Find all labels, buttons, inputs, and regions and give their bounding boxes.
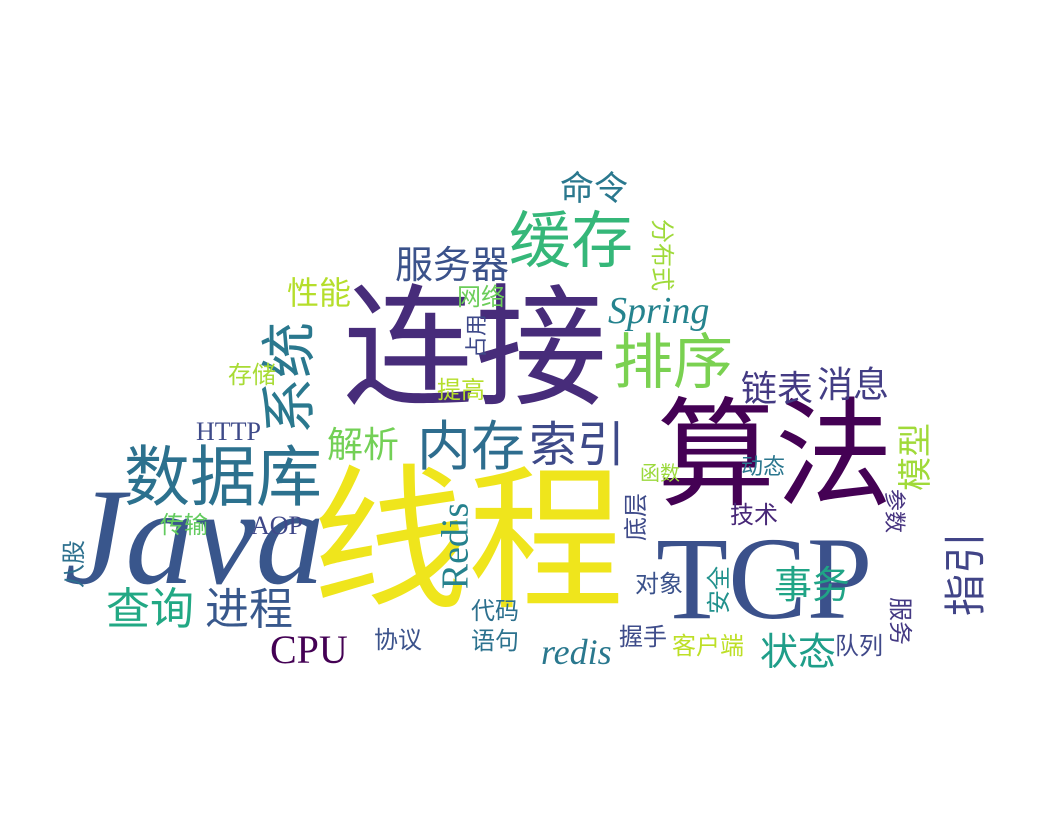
word-canshu: 参数 [881, 488, 907, 534]
word-huancun: 缓存 [509, 204, 634, 277]
word-fuwu: 服务 [886, 597, 914, 645]
word-duilie: 队列 [835, 632, 883, 660]
word-java: Java [64, 460, 325, 613]
word-xiancheng: 线程 [312, 450, 624, 632]
word-fuwuqi: 服务器 [395, 243, 510, 287]
word-anquan: 安全 [705, 566, 733, 614]
word-jishu: 技术 [730, 501, 778, 529]
word-hanshu: 函数 [640, 461, 680, 485]
word-lianbiao: 链表 [741, 369, 814, 410]
word-suoyin: 索引 [529, 417, 626, 473]
word-chaxun: 查询 [106, 584, 194, 635]
word-daima: 代码 [471, 597, 519, 625]
word-cunchu: 存储 [228, 361, 276, 389]
word-redis-vertical: Redis [434, 502, 477, 590]
word-fenbushi: 分布式 [648, 219, 676, 291]
word-jincheng: 进程 [205, 584, 293, 635]
word-jiexi: 解析 [327, 425, 400, 466]
word-shiwu: 事务 [774, 563, 851, 607]
word-duixiang: 对象 [635, 570, 683, 598]
word-wangluo: 网络 [457, 283, 505, 311]
word-xingneng: 性能 [287, 274, 352, 312]
word-lianjie: 连接 [343, 272, 607, 426]
word-suanfa: 算法 [657, 386, 894, 524]
word-kehuduan: 客户端 [672, 632, 744, 660]
word-aop: AOP [251, 511, 304, 540]
word-shujuku: 数据库 [124, 439, 322, 516]
word-http: HTTP [196, 417, 261, 446]
word-neicun: 内存 [417, 415, 525, 478]
word-dongtai: 动态 [741, 455, 786, 480]
word-bagu: 八股 [60, 540, 88, 588]
word-mingling: 命令 [560, 169, 628, 209]
word-zhanyong: 占用 [465, 313, 491, 359]
word-tigao: 提高 [437, 376, 485, 404]
word-zhuangtai: 状态 [760, 630, 837, 674]
word-tcp: TCP [656, 513, 873, 644]
word-chuanshu: 传输 [160, 511, 208, 539]
word-moxing: 模型 [896, 423, 936, 491]
word-redis: redis [541, 632, 612, 672]
word-spring: Spring [608, 290, 710, 332]
word-paixu: 排序 [613, 328, 733, 398]
word-cpu: CPU [270, 627, 348, 672]
word-yuju: 语句 [471, 627, 519, 655]
word-woshou: 握手 [619, 623, 667, 651]
word-diceng: 底层 [622, 493, 650, 541]
word-zhiyin: 指引 [941, 531, 991, 617]
word-xieyi: 协议 [374, 626, 422, 654]
word-xiaoxi: 消息 [817, 365, 890, 406]
